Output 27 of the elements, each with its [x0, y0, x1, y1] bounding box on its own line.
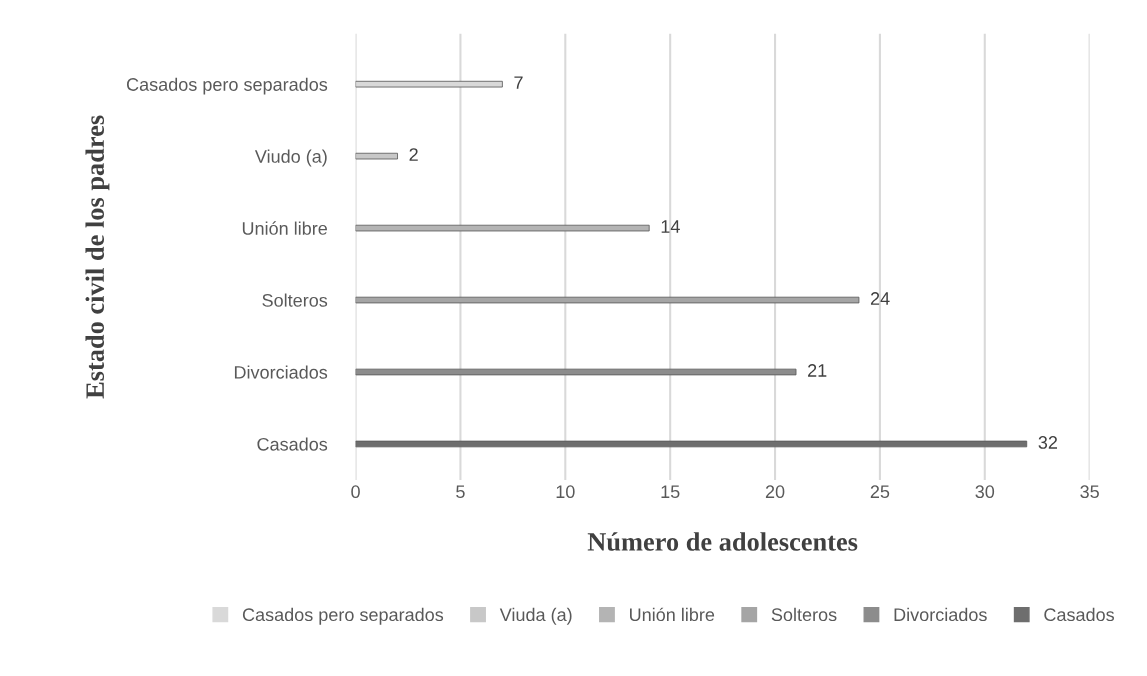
data-label: 21 — [808, 364, 827, 377]
x-tick-label: 15 — [661, 485, 680, 499]
x-axis-title: Número de adolescentes — [587, 532, 858, 551]
x-tick-label: 30 — [975, 485, 995, 499]
x-tick-label: 10 — [556, 485, 575, 499]
data-label: 32 — [1038, 436, 1058, 449]
legend-label: Solteros — [771, 607, 837, 622]
y-tick-label: Unión libre — [242, 221, 327, 235]
y-tick-label: Divorciados — [234, 365, 328, 379]
y-tick-label: Solteros — [262, 293, 328, 307]
legend-label: Casados — [1044, 607, 1115, 622]
data-label: 14 — [661, 220, 680, 233]
x-tick-label: 20 — [765, 485, 785, 499]
y-tick-label: Casados — [257, 437, 328, 451]
x-tick-label: 5 — [456, 485, 465, 499]
x-tick-label: 25 — [870, 485, 890, 499]
x-tick-label: 35 — [1080, 485, 1099, 499]
data-label: 24 — [870, 292, 890, 305]
y-tick-label: Casados pero separados — [126, 77, 328, 95]
x-tick-label: 0 — [351, 485, 360, 499]
data-label: 7 — [514, 76, 523, 89]
legend-label: Divorciados — [894, 607, 987, 622]
legend-label: Unión libre — [630, 607, 715, 622]
legend-label: Viuda (a) — [499, 607, 572, 625]
data-label: 2 — [409, 148, 418, 161]
y-axis-title: Estado civil de los padres — [85, 115, 110, 399]
y-tick-label: Viudo (a) — [254, 149, 327, 167]
